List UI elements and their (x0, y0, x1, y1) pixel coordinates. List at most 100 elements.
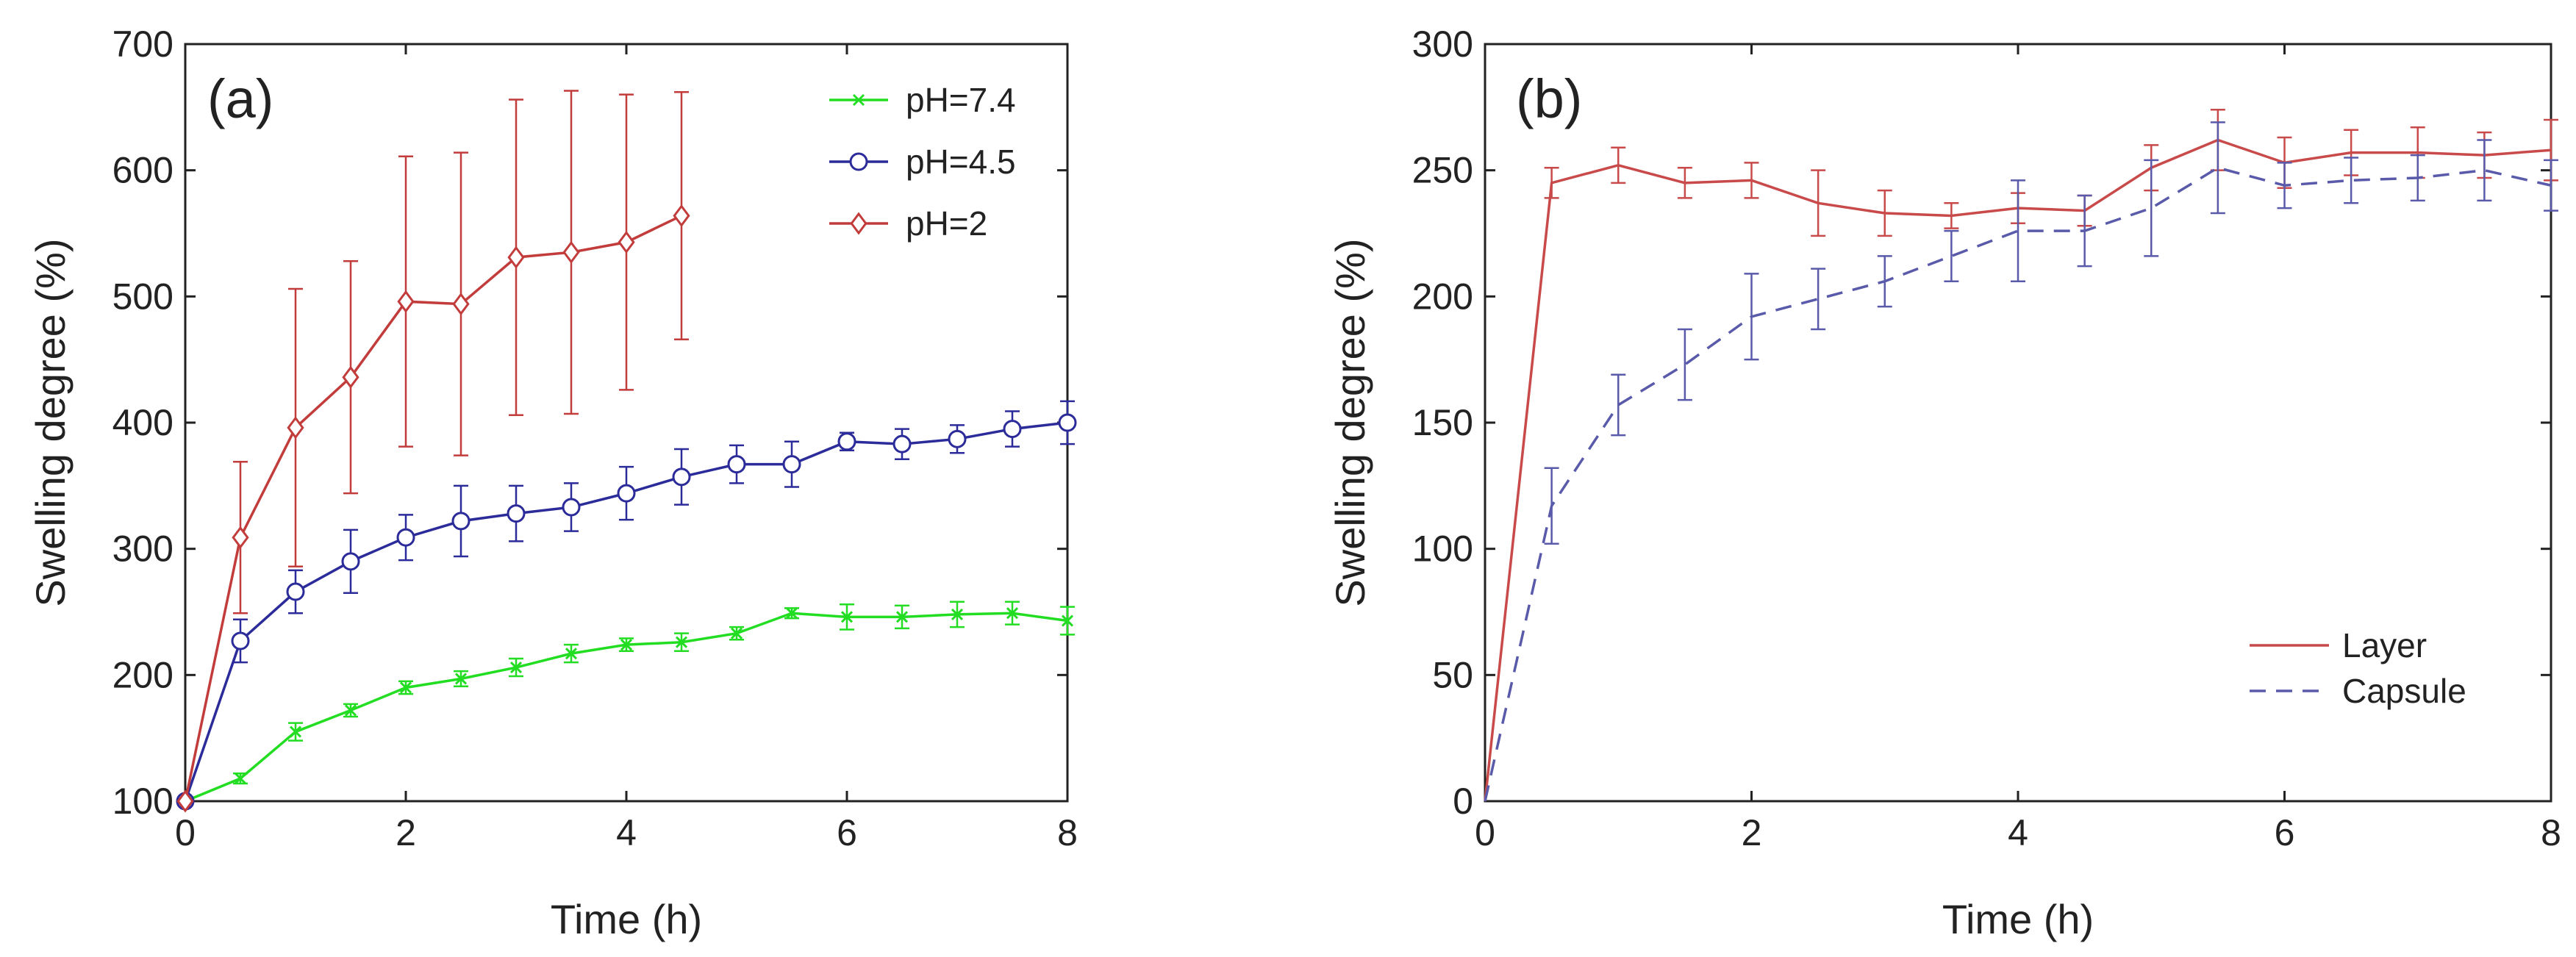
legend-label-capsule: Capsule (2342, 672, 2466, 710)
y-tick-label-150: 150 (1412, 402, 1473, 443)
data-point-ph-2-2 (287, 416, 304, 440)
legend-entry-ph-2: pH=2 (829, 204, 987, 243)
error-bar-capsule-14 (2410, 154, 2425, 202)
data-point-ph-4-5-13 (892, 434, 912, 454)
data-point-ph-2-5 (452, 293, 470, 316)
data-point-ph-7-4-11-stroke-2 (785, 607, 798, 620)
data-point-ph-7-4-12 (840, 611, 854, 623)
data-point-ph-7-4-1-stroke-2 (234, 773, 247, 785)
data-point-ph-4-5-12 (837, 432, 856, 451)
error-bar-capsule-15 (2477, 139, 2492, 202)
data-point-ph-2-0 (176, 789, 194, 813)
panel-a-x-axis-label: Time (h) (551, 896, 702, 942)
data-point-ph-4-5-14 (948, 429, 967, 448)
data-point-ph-2-8 (618, 231, 635, 254)
legend-entry-capsule: Capsule (2250, 672, 2466, 710)
y-tick-label-300: 300 (112, 528, 173, 570)
series-ph-2 (176, 90, 690, 813)
data-point-ph-4-5-15 (1003, 420, 1022, 439)
legend-marker-ph-2 (850, 212, 867, 235)
data-point-ph-4-5-10 (727, 455, 746, 474)
data-point-ph-7-4-15 (1006, 607, 1019, 620)
panel-a-series (176, 90, 1077, 813)
x-tick-label-2: 2 (1742, 812, 1762, 853)
panel-b-ticks: 0 2 4 6 8 0 50 100 150 200 250 300 (1412, 24, 2561, 853)
data-point-ph-4-5-7 (562, 498, 581, 517)
panel-a-ticks: 0 2 4 6 8 100 200 300 400 500 600 700 (112, 24, 1078, 853)
legend-entry-layer: Layer (2250, 626, 2427, 664)
panel-a-letter: (a) (207, 68, 273, 129)
data-point-ph-7-4-6-stroke-2 (509, 661, 523, 674)
error-bar-capsule-12 (2277, 162, 2292, 209)
error-bar-capsule-1 (1544, 467, 1559, 545)
data-point-ph-7-4-5 (454, 673, 468, 685)
y-tick-label-250: 250 (1412, 150, 1473, 191)
data-point-ph-4-5-1 (231, 631, 250, 650)
panel-b-legend: Layer Capsule (2250, 626, 2466, 710)
data-point-ph-4-5-8 (617, 484, 636, 503)
x-tick-label-4: 4 (2008, 812, 2028, 853)
data-point-ph-7-4-2-stroke-2 (289, 725, 302, 738)
error-bar-capsule-9 (2077, 194, 2092, 268)
data-point-ph-7-4-6 (509, 661, 523, 674)
error-bar-capsule-4 (1744, 273, 1759, 361)
error-bar-capsule-11 (2210, 121, 2225, 215)
error-bar-capsule-7 (1944, 229, 1959, 282)
legend-marker-glyph-ph-4-5 (849, 152, 868, 171)
data-point-ph-4-5-3 (341, 552, 360, 571)
error-bar-layer-1 (1544, 166, 1559, 199)
data-point-ph-4-5-16 (1058, 413, 1077, 432)
data-point-ph-2-1 (232, 526, 249, 549)
error-bar-layer-4 (1744, 162, 1759, 199)
x-tick-label-0: 0 (1475, 812, 1495, 853)
y-tick-label-700: 700 (112, 24, 173, 65)
error-bar-capsule-2 (1611, 373, 1626, 437)
x-tick-label-8: 8 (1057, 812, 1078, 853)
y-tick-label-0: 0 (1453, 781, 1473, 822)
x-tick-label-6: 6 (2275, 812, 2295, 853)
data-point-ph-7-4-3-stroke-2 (344, 704, 357, 717)
data-point-ph-2-9 (673, 204, 690, 227)
panel-b-chart: 0 2 4 6 8 0 50 100 150 200 250 300 (b) Time (h) Swe… (1327, 24, 2561, 942)
legend-label-ph-7-4: pH=7.4 (906, 81, 1016, 119)
legend-entry-ph-4-5: pH=4.5 (829, 143, 1016, 181)
y-tick-label-50: 50 (1432, 654, 1473, 695)
data-point-ph-7-4-10 (730, 627, 743, 639)
series-capsule (1484, 121, 2558, 802)
legend-marker-ph-7-4 (852, 93, 865, 107)
data-point-ph-7-4-13 (895, 611, 909, 623)
y-tick-label-200: 200 (112, 654, 173, 695)
legend-entry-ph-7-4: pH=7.4 (829, 81, 1016, 119)
data-point-ph-7-4-11 (785, 607, 798, 620)
data-point-ph-2-3 (342, 365, 359, 389)
legend-label-ph-4-5: pH=4.5 (906, 143, 1016, 181)
data-point-ph-7-4-12-stroke-2 (840, 611, 854, 623)
data-point-ph-2-7 (562, 240, 580, 264)
legend-label-ph-2: pH=2 (906, 204, 987, 243)
x-tick-label-0: 0 (175, 812, 196, 853)
panel-b-y-axis-label: Swelling degree (%) (1327, 238, 1373, 606)
data-point-ph-7-4-9 (675, 636, 688, 648)
data-point-ph-7-4-4 (399, 681, 412, 694)
panel-b-series (1484, 109, 2558, 802)
legend-marker-glyph-ph-7-4 (852, 93, 865, 107)
error-bar-layer-3 (1677, 166, 1692, 199)
data-point-ph-2-6 (507, 245, 525, 269)
data-point-ph-7-4-15-stroke-2 (1006, 607, 1019, 620)
data-point-ph-7-4-8-stroke-2 (620, 639, 633, 651)
panel-a-y-axis-label: Swelling degree (%) (27, 238, 74, 606)
y-tick-label-100: 100 (112, 781, 173, 822)
error-bar-capsule-6 (1877, 255, 1892, 308)
data-point-ph-7-4-14 (951, 608, 964, 620)
error-bar-capsule-13 (2344, 157, 2359, 204)
legend-marker-ph-4-5 (849, 152, 868, 171)
error-bar-capsule-10 (2144, 159, 2159, 257)
data-point-ph-2-4 (397, 290, 415, 313)
data-point-ph-7-4-14-stroke-2 (951, 608, 964, 620)
y-tick-label-100: 100 (1412, 528, 1473, 570)
x-tick-label-2: 2 (396, 812, 416, 853)
data-point-ph-7-4-13-stroke-2 (895, 611, 909, 623)
y-tick-label-500: 500 (112, 276, 173, 317)
